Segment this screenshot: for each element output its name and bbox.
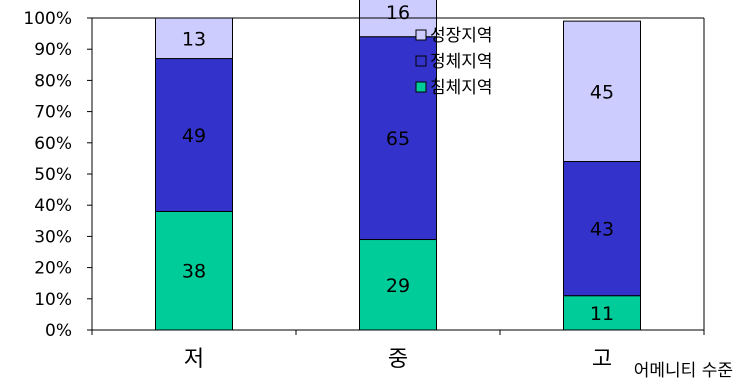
y-tick-label: 30% [34, 227, 72, 247]
data-label: 43 [590, 219, 614, 241]
y-tick-label: 60% [34, 134, 72, 154]
data-label: 16 [386, 2, 410, 24]
y-tick-label: 80% [34, 71, 72, 91]
data-label: 29 [386, 275, 410, 297]
data-label: 65 [386, 128, 410, 150]
y-axis-ticks: 0% 10% 20% 30% 40% 50% 60% 70% 80% 90% 100% [23, 9, 72, 341]
bar-segment [155, 58, 233, 212]
x-tick-label: 중 [388, 347, 408, 372]
legend-swatch [415, 55, 427, 67]
y-tick-label: 100% [23, 9, 72, 29]
x-tick-label: 고 [592, 347, 612, 372]
bar-stacks: 38 49 13 29 65 16 11 43 45 [155, 0, 641, 331]
legend-label: 침체지역 [430, 78, 493, 98]
y-tick-label: 90% [34, 40, 72, 60]
y-tick-label: 50% [34, 165, 72, 185]
bar-segment [359, 239, 437, 331]
y-tick-label: 10% [34, 290, 72, 310]
x-tick-label: 저 [184, 347, 204, 372]
y-tick-label: 20% [34, 259, 72, 279]
axes [87, 17, 705, 335]
x-axis-title: 어메니티 수준 [634, 361, 733, 380]
legend-swatch [415, 29, 427, 41]
bar-segment [359, 36, 437, 241]
data-label: 11 [590, 303, 614, 325]
bar-segment [155, 210, 233, 331]
y-tick-label: 0% [45, 321, 72, 341]
legend-label: 성장지역 [430, 26, 493, 46]
legend-label: 정체지역 [430, 52, 493, 72]
y-tick-label: 70% [34, 103, 72, 123]
y-tick-label: 40% [34, 196, 72, 216]
legend-swatch [415, 81, 427, 93]
data-label: 45 [590, 81, 614, 103]
data-label: 49 [182, 125, 206, 147]
bar-segment [563, 20, 641, 163]
data-label: 13 [182, 28, 206, 50]
bar-segment [563, 295, 641, 331]
bar-segment [563, 161, 641, 297]
data-label: 38 [182, 261, 206, 283]
